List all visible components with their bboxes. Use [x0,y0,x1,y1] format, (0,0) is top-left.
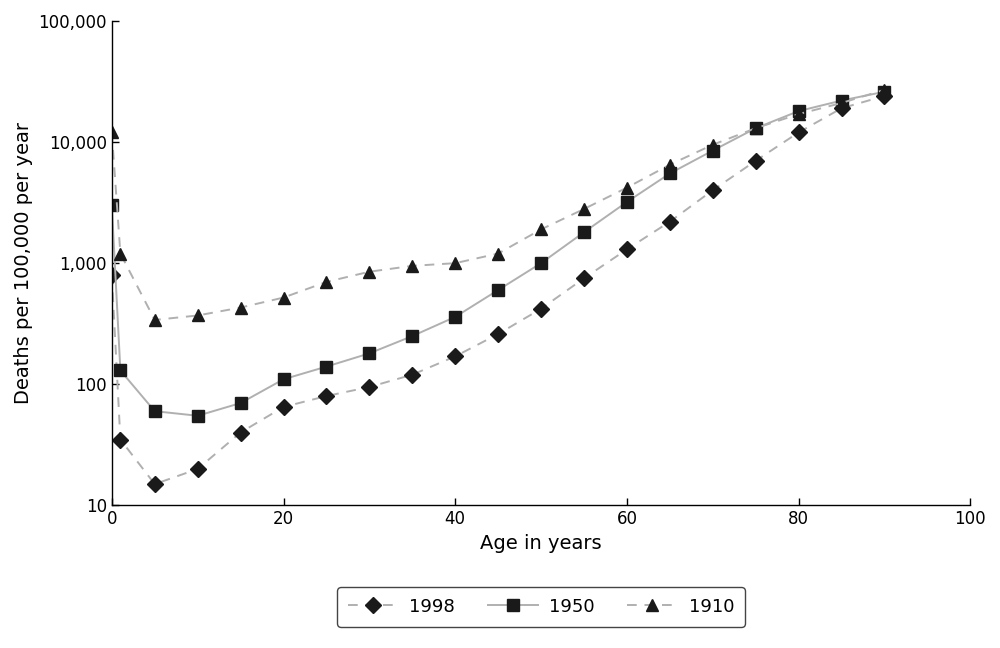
Legend: 1998, 1950, 1910: 1998, 1950, 1910 [337,587,745,627]
1910 [836,99,848,107]
1998 [793,128,805,136]
1910 [664,161,676,168]
1998 [106,271,118,279]
1998 [192,465,204,473]
1998 [492,330,504,338]
1950 [750,124,762,132]
Line: 1910: 1910 [106,84,891,326]
1910 [750,124,762,132]
1910 [406,262,418,270]
1998 [320,392,332,400]
1950 [449,313,461,321]
1910 [449,259,461,267]
1910 [106,128,118,136]
1998 [878,92,890,100]
1998 [750,157,762,165]
1950 [707,146,719,154]
Line: 1998: 1998 [106,91,890,490]
1998 [149,480,161,488]
1950 [664,170,676,178]
Y-axis label: Deaths per 100,000 per year: Deaths per 100,000 per year [14,122,33,404]
1950 [320,363,332,371]
1950 [793,107,805,115]
1910 [707,141,719,148]
X-axis label: Age in years: Age in years [480,534,602,553]
1950 [406,332,418,340]
1910 [114,249,126,257]
1910 [793,110,805,118]
1910 [878,86,890,94]
1910 [535,226,547,233]
1910 [578,205,590,213]
1998 [621,246,633,253]
1910 [192,312,204,319]
1910 [149,316,161,324]
1910 [492,249,504,257]
1910 [363,268,375,275]
1950 [535,259,547,267]
1950 [106,202,118,209]
1950 [114,367,126,375]
1950 [878,88,890,96]
1998 [578,274,590,282]
1998 [707,187,719,194]
1998 [664,218,676,226]
1950 [149,408,161,415]
1950 [578,228,590,236]
Line: 1950: 1950 [106,86,890,421]
1950 [492,286,504,294]
1998 [235,428,247,436]
1910 [320,278,332,286]
1998 [114,435,126,443]
1950 [235,399,247,407]
1950 [836,97,848,104]
1998 [836,104,848,112]
1998 [278,403,290,411]
1950 [278,375,290,383]
1910 [235,304,247,312]
1910 [278,294,290,301]
1910 [621,184,633,192]
1950 [192,412,204,420]
1998 [449,353,461,360]
1950 [621,198,633,206]
1998 [535,305,547,313]
1998 [363,383,375,391]
1950 [363,349,375,357]
1998 [406,371,418,378]
